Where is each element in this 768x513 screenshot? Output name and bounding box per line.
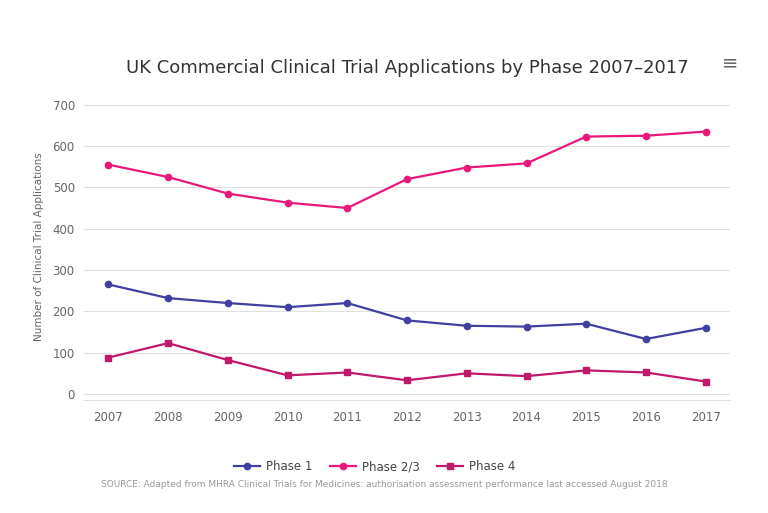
Phase 1	[104, 281, 113, 287]
Phase 2/3	[223, 190, 233, 196]
Phase 1	[701, 325, 710, 331]
Phase 1	[283, 304, 292, 310]
Phase 2/3	[522, 161, 531, 167]
Title: UK Commercial Clinical Trial Applications by Phase 2007–2017: UK Commercial Clinical Trial Application…	[126, 59, 688, 77]
Text: ≡: ≡	[723, 54, 739, 73]
Phase 4	[223, 357, 233, 363]
Phase 2/3	[641, 133, 650, 139]
Phase 4	[581, 367, 591, 373]
Phase 4	[402, 377, 412, 383]
Line: Phase 4: Phase 4	[105, 340, 709, 385]
Phase 2/3	[164, 174, 173, 180]
Phase 1	[402, 318, 412, 324]
Phase 2/3	[402, 176, 412, 182]
Phase 1	[462, 323, 472, 329]
Phase 4	[343, 369, 352, 376]
Phase 2/3	[343, 205, 352, 211]
Phase 2/3	[104, 162, 113, 168]
Phase 4	[462, 370, 472, 377]
Phase 1	[641, 336, 650, 342]
Y-axis label: Number of Clinical Trial Applications: Number of Clinical Trial Applications	[34, 152, 45, 341]
Line: Phase 1: Phase 1	[105, 281, 709, 342]
Phase 2/3	[462, 165, 472, 171]
Phase 4	[701, 379, 710, 385]
Legend: Phase 1, Phase 2/3, Phase 4: Phase 1, Phase 2/3, Phase 4	[230, 456, 520, 478]
Phase 1	[164, 295, 173, 301]
Text: SOURCE: Adapted from MHRA Clinical Trials for Medicines: authorisation assessmen: SOURCE: Adapted from MHRA Clinical Trial…	[101, 480, 667, 489]
Line: Phase 2/3: Phase 2/3	[105, 128, 709, 211]
Phase 4	[164, 340, 173, 346]
Phase 4	[283, 372, 292, 379]
Phase 4	[104, 354, 113, 361]
Phase 4	[522, 373, 531, 379]
Phase 1	[343, 300, 352, 306]
Phase 2/3	[701, 129, 710, 135]
Phase 4	[641, 369, 650, 376]
Phase 1	[581, 321, 591, 327]
Phase 2/3	[283, 200, 292, 206]
Phase 1	[522, 324, 531, 330]
Phase 2/3	[581, 133, 591, 140]
Phase 1	[223, 300, 233, 306]
